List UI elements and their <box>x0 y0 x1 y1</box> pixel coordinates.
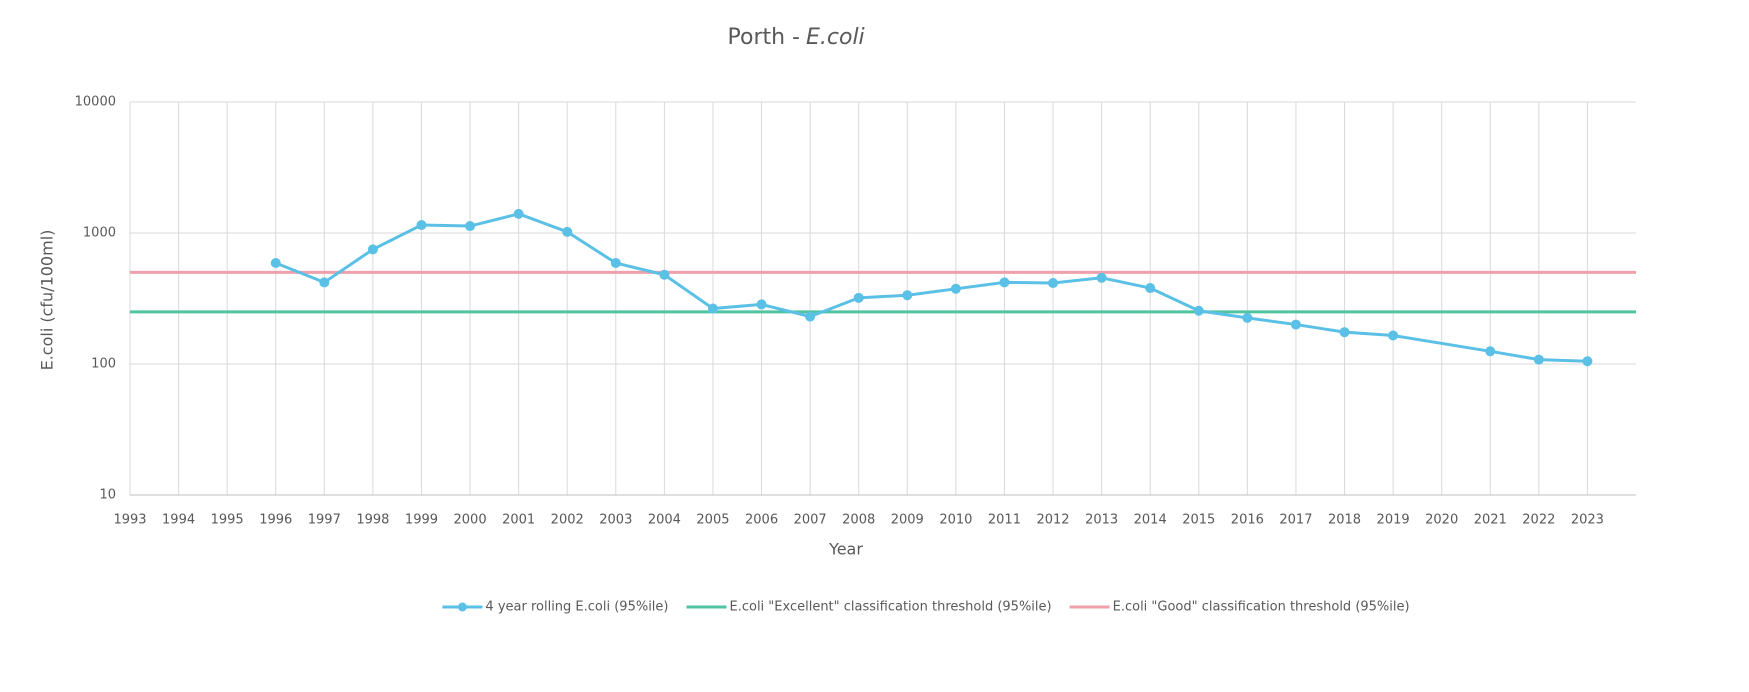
x-tick-label: 2002 <box>551 513 584 528</box>
x-tick-label: 2017 <box>1279 513 1312 528</box>
x-tick-label: 2020 <box>1425 513 1458 528</box>
x-tick-label: 2013 <box>1085 513 1118 528</box>
x-tick-label: 2010 <box>939 513 972 528</box>
x-tick-label: 2006 <box>745 513 778 528</box>
y-tick-label: 10 <box>99 488 116 503</box>
x-tick-label: 2004 <box>648 513 681 528</box>
data-point <box>1582 356 1593 367</box>
x-tick-label: 2022 <box>1522 513 1555 528</box>
x-tick-label: 2001 <box>502 513 535 528</box>
data-point <box>610 258 621 269</box>
y-tick-label: 100 <box>91 357 116 372</box>
legend-label: E.coli "Excellent" classification thresh… <box>729 600 1051 615</box>
data-point <box>1339 327 1350 338</box>
data-point <box>659 269 670 280</box>
x-tick-label: 2014 <box>1134 513 1167 528</box>
x-tick-label: 1999 <box>405 513 438 528</box>
legend-label: 4 year rolling E.coli (95%ile) <box>485 600 668 615</box>
x-tick-label: 2003 <box>599 513 632 528</box>
x-tick-label: 2005 <box>696 513 729 528</box>
data-point <box>999 277 1010 288</box>
data-point <box>756 299 767 310</box>
data-point <box>465 221 476 232</box>
data-point <box>319 277 330 288</box>
data-point <box>1145 283 1156 294</box>
data-point <box>416 220 427 231</box>
legend: 4 year rolling E.coli (95%ile) E.coli "Ex… <box>442 600 1410 615</box>
x-tick-label: 1996 <box>259 513 292 528</box>
chart-title-italic: E.coli <box>806 25 865 50</box>
data-point <box>1388 330 1399 341</box>
data-point <box>707 303 718 314</box>
data-point <box>367 244 378 255</box>
data-point <box>1193 305 1204 316</box>
x-tick-label: 2023 <box>1571 513 1604 528</box>
data-point <box>853 292 864 303</box>
x-tick-label: 2011 <box>988 513 1021 528</box>
data-point <box>805 311 816 322</box>
x-tick-label: 2021 <box>1474 513 1507 528</box>
x-tick-label: 2018 <box>1328 513 1361 528</box>
x-tick-label: 2015 <box>1182 513 1215 528</box>
x-tick-label: 1998 <box>356 513 389 528</box>
x-tick-label: 2016 <box>1231 513 1264 528</box>
data-point <box>1533 354 1544 365</box>
data-point <box>270 258 281 269</box>
data-point <box>950 283 961 294</box>
x-tick-label: 2000 <box>454 513 487 528</box>
x-tick-label: 2009 <box>891 513 924 528</box>
x-tick-label: 1994 <box>162 513 195 528</box>
x-tick-label: 1997 <box>308 513 341 528</box>
x-tick-label: 2007 <box>794 513 827 528</box>
data-point <box>1242 312 1253 323</box>
legend-label: E.coli "Good" classification threshold (… <box>1113 600 1410 615</box>
x-tick-label: 2019 <box>1377 513 1410 528</box>
x-axis-title: Year <box>828 540 863 559</box>
y-tick-label: 1000 <box>83 226 116 241</box>
legend-marker <box>457 602 467 612</box>
data-point <box>1048 278 1059 289</box>
chart-title: Porth - <box>728 25 801 50</box>
data-point <box>1096 272 1107 283</box>
data-point <box>902 290 913 301</box>
y-axis-title: E.coli (cfu/100ml) <box>38 230 57 371</box>
data-point <box>562 226 573 237</box>
data-point <box>1485 346 1496 357</box>
y-tick-label: 10000 <box>75 95 116 110</box>
x-tick-label: 2012 <box>1036 513 1069 528</box>
x-tick-label: 1995 <box>211 513 244 528</box>
x-tick-label: 2008 <box>842 513 875 528</box>
data-point <box>513 208 524 219</box>
x-tick-label: 1993 <box>113 513 146 528</box>
data-point <box>1290 319 1301 330</box>
